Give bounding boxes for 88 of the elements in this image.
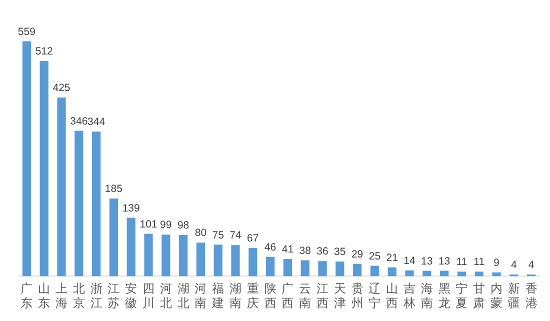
x-tick-label: 吉林 <box>402 282 416 310</box>
data-label: 346 <box>70 115 88 128</box>
bar <box>144 234 153 276</box>
data-label: 35 <box>334 246 346 258</box>
data-label: 344 <box>88 116 106 128</box>
bar <box>22 41 32 276</box>
x-tick-label: 云南 <box>299 282 312 310</box>
x-tick-label: 宁夏 <box>456 282 468 310</box>
x-tick-label: 贵州 <box>351 282 364 310</box>
data-label: 4 <box>510 259 517 272</box>
bar <box>405 270 414 276</box>
data-label: 11 <box>456 256 468 268</box>
bar <box>336 261 344 276</box>
data-label: 512 <box>35 46 54 58</box>
bar <box>370 266 380 276</box>
bar <box>318 261 327 276</box>
bar <box>457 272 466 276</box>
data-label: 29 <box>351 248 364 261</box>
x-tick-label: 北京 <box>72 282 85 310</box>
data-label: 139 <box>122 202 140 214</box>
bar <box>178 235 188 276</box>
x-tick-label: 黑龙 <box>438 282 450 310</box>
bar <box>440 270 449 276</box>
data-label: 38 <box>299 244 312 257</box>
x-tick-label: 新疆 <box>508 282 520 310</box>
data-label: 11 <box>474 256 485 268</box>
data-label: 13 <box>438 255 450 268</box>
bar <box>40 60 48 276</box>
data-label: 46 <box>264 242 276 254</box>
bar <box>196 242 206 276</box>
bar <box>162 234 170 276</box>
x-tick-label: 天津 <box>334 282 346 310</box>
data-label: 14 <box>404 254 416 267</box>
bar <box>422 270 432 276</box>
x-tick-label: 四川 <box>142 282 154 310</box>
bar <box>57 98 66 276</box>
x-tick-label: 内蒙 <box>490 282 502 310</box>
x-tick-label: 山西 <box>386 282 398 310</box>
x-tick-label: 江西 <box>316 282 328 310</box>
x-tick-label: 湖南 <box>230 282 242 310</box>
data-label: 21 <box>386 252 398 264</box>
bar <box>231 245 240 276</box>
data-label: 75 <box>212 229 224 242</box>
x-tick-label: 湖北 <box>177 282 190 310</box>
data-label: 185 <box>104 183 123 196</box>
data-label: 9 <box>494 257 500 270</box>
x-tick-label: 广东 <box>20 282 33 310</box>
x-tick-label: 陕西 <box>264 282 276 310</box>
bar <box>474 272 484 276</box>
x-tick-label: 甘肃 <box>473 282 486 310</box>
x-tick-label: 河南 <box>194 282 207 310</box>
data-label: 36 <box>316 246 328 258</box>
bar <box>74 130 84 276</box>
bar <box>492 272 501 276</box>
bar <box>388 267 396 276</box>
data-label: 74 <box>230 230 242 242</box>
bar <box>352 264 362 276</box>
data-label: 101 <box>140 218 158 230</box>
bar <box>214 244 222 276</box>
x-tick-label: 辽宁 <box>368 282 381 310</box>
x-tick-label: 香港 <box>525 282 538 310</box>
data-label: 98 <box>177 220 190 232</box>
bar <box>92 132 101 276</box>
data-label: 425 <box>52 82 70 94</box>
x-tick-label: 广西 <box>282 282 294 310</box>
data-label: 99 <box>160 219 172 232</box>
bar <box>300 260 310 276</box>
data-label: 4 <box>528 259 534 272</box>
bar <box>109 198 118 276</box>
bar <box>248 248 258 276</box>
x-tick-label: 河北 <box>160 282 172 310</box>
data-label: 80 <box>194 227 207 240</box>
x-tick-label: 海南 <box>420 282 433 310</box>
x-tick-label: 福建 <box>211 282 224 310</box>
x-tick-label: 上海 <box>56 282 68 310</box>
bar <box>266 256 275 276</box>
x-tick-label: 山东 <box>38 282 50 310</box>
data-label: 559 <box>18 26 36 38</box>
x-tick-label: 江苏 <box>108 282 120 310</box>
data-label: 67 <box>247 232 259 245</box>
data-label: 41 <box>282 244 294 256</box>
x-tick-label: 重庆 <box>246 282 259 310</box>
x-tick-label: 安徽 <box>125 282 138 310</box>
bar <box>283 258 292 276</box>
data-label: 25 <box>368 250 381 262</box>
bar <box>126 218 136 276</box>
x-tick-label: 浙江 <box>90 282 102 310</box>
data-label: 13 <box>421 255 433 268</box>
